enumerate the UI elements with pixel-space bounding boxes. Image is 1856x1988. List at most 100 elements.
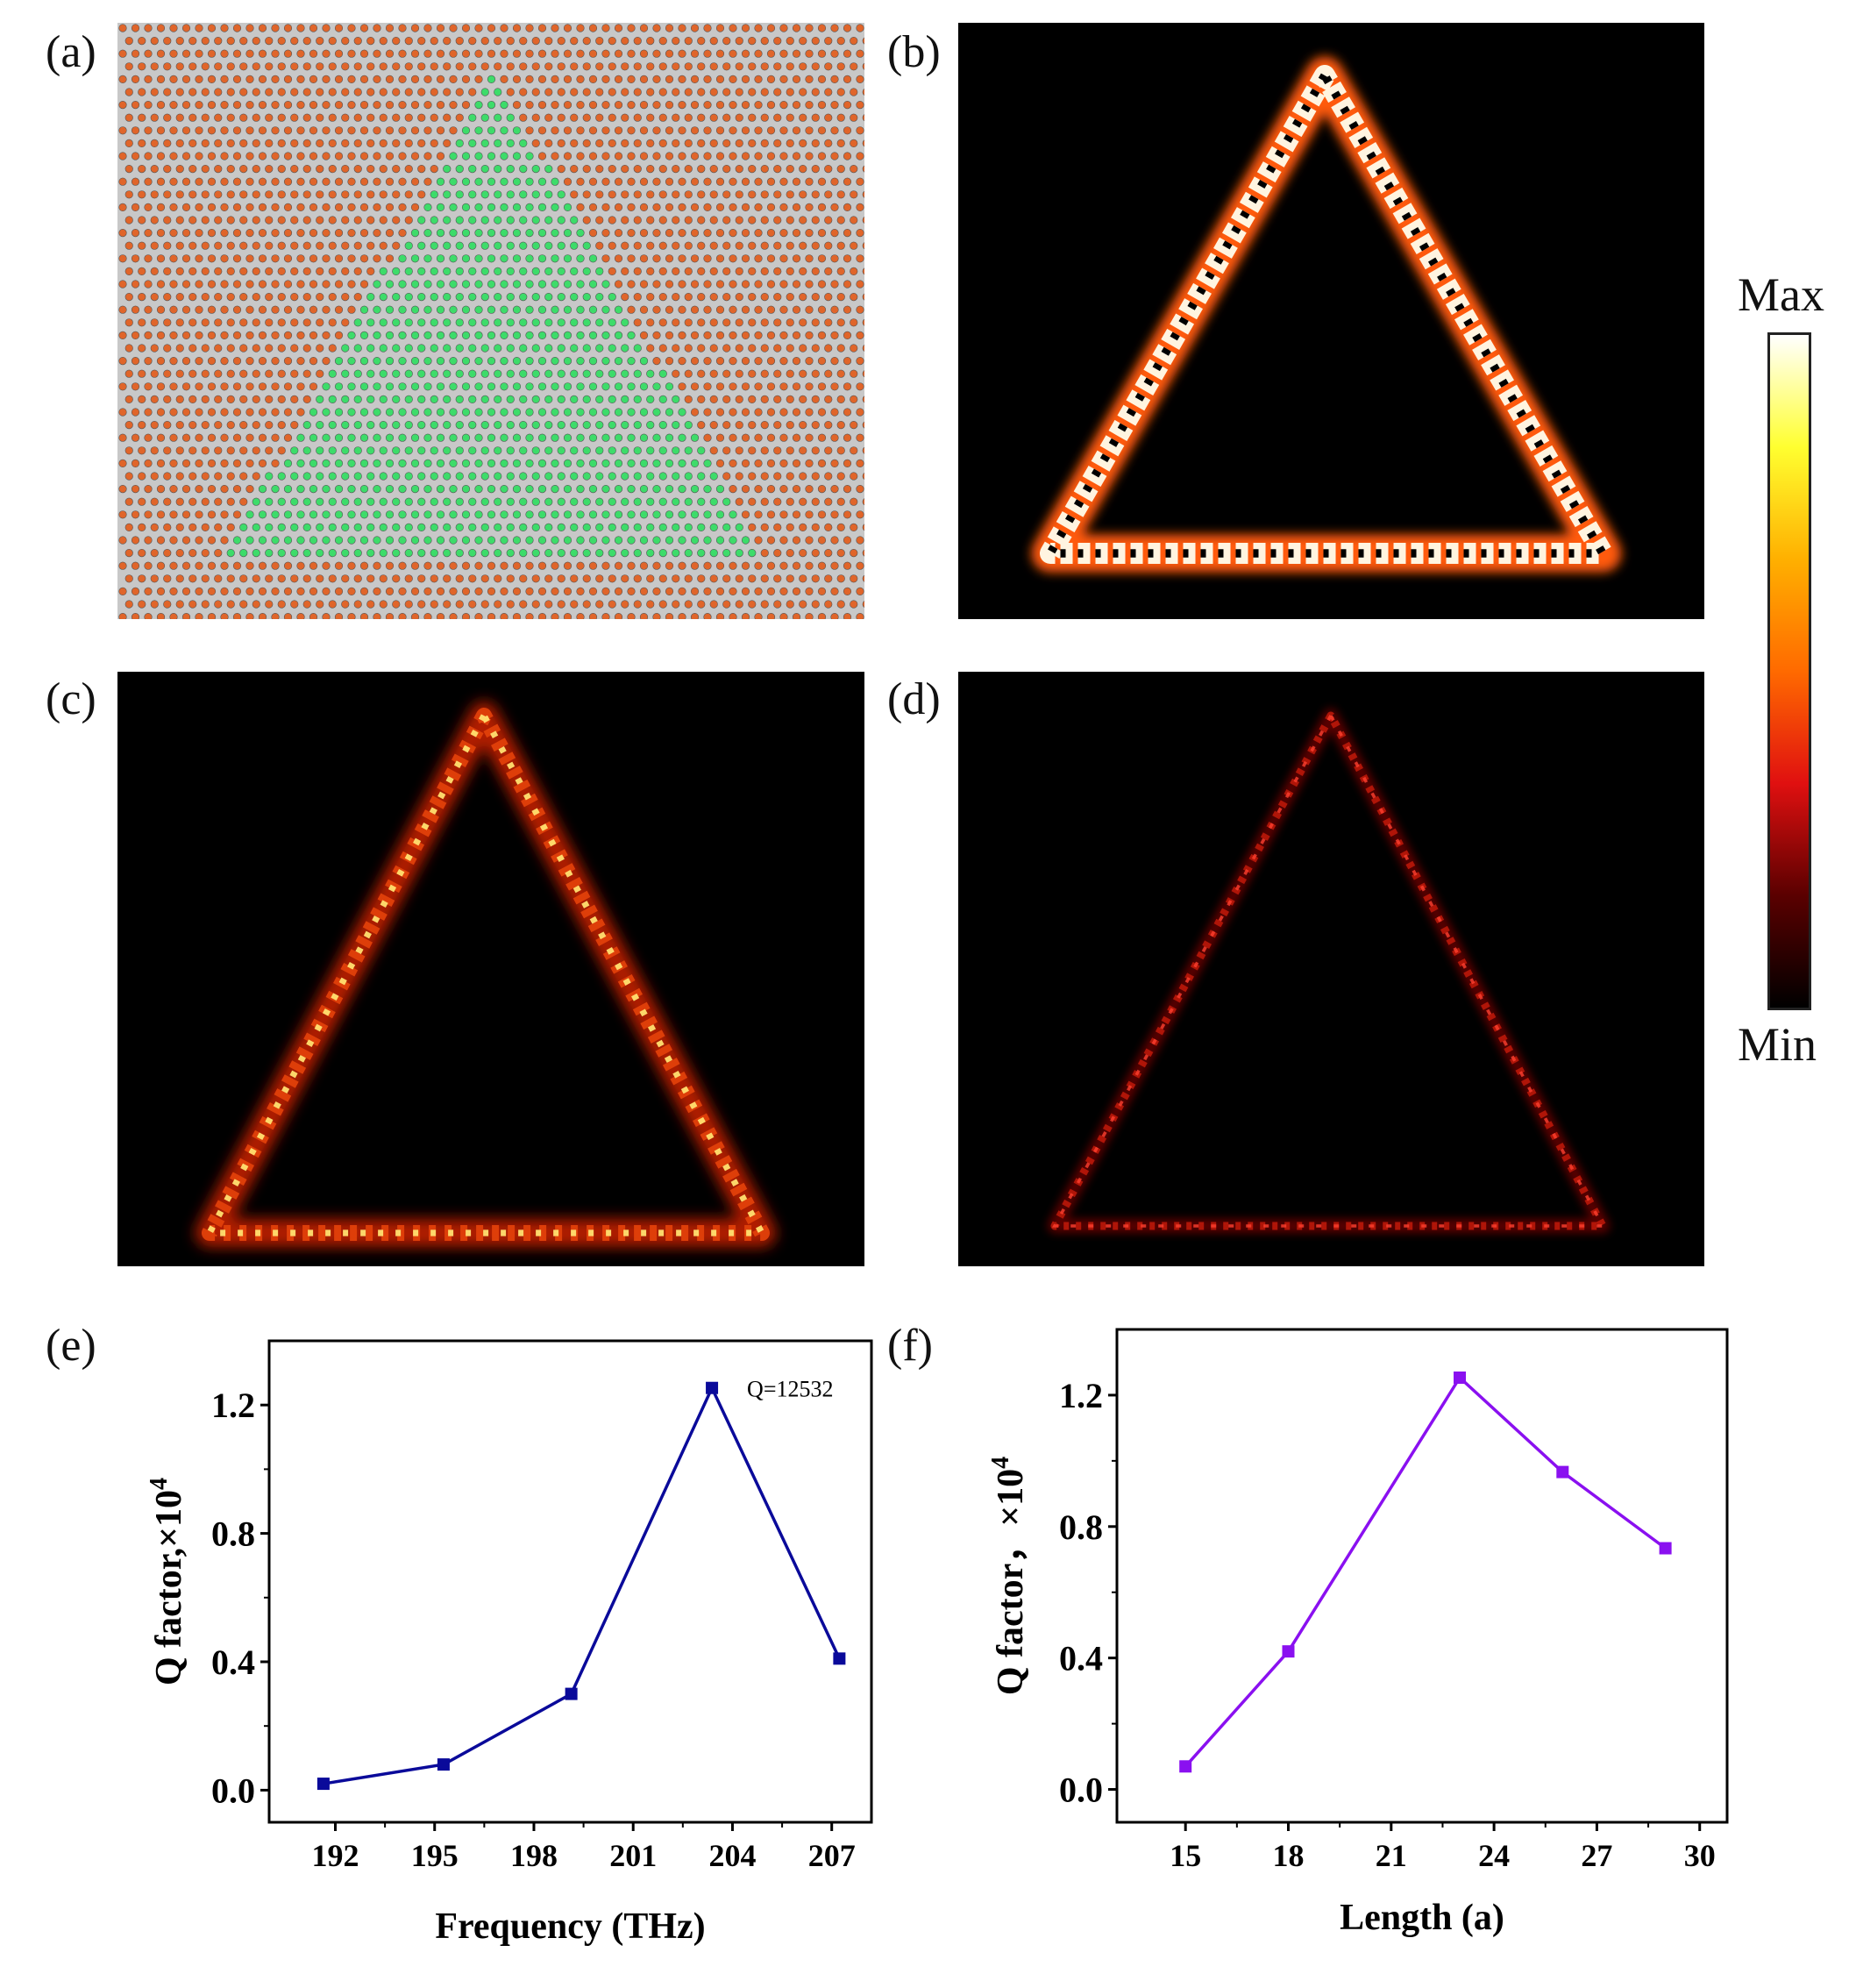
inner-rod xyxy=(633,497,642,506)
outer-rod xyxy=(690,75,700,84)
outer-rod xyxy=(773,88,782,96)
inner-rod xyxy=(678,484,686,494)
outer-rod xyxy=(347,126,356,135)
outer-rod xyxy=(601,229,610,238)
outer-rod xyxy=(455,600,464,609)
outer-rod xyxy=(245,229,254,238)
outer-rod xyxy=(639,254,649,263)
outer-rod xyxy=(436,152,445,160)
outer-rod xyxy=(735,446,743,455)
inner-rod xyxy=(678,408,686,417)
outer-rod xyxy=(316,318,324,327)
outer-rod xyxy=(544,600,553,609)
outer-rod xyxy=(232,587,242,596)
outer-rod xyxy=(576,126,585,135)
outer-rod xyxy=(672,216,680,224)
inner-rod xyxy=(557,344,565,353)
outer-rod xyxy=(672,190,680,199)
inner-rod xyxy=(468,472,477,481)
outer-rod xyxy=(862,370,864,378)
inner-rod xyxy=(494,267,502,276)
outer-rod xyxy=(226,62,235,71)
inner-rod xyxy=(226,548,235,558)
outer-rod xyxy=(715,177,725,186)
outer-rod xyxy=(144,126,153,135)
inner-rod xyxy=(410,357,420,366)
inner-rod xyxy=(392,472,401,481)
inner-rod xyxy=(678,536,686,545)
inner-rod xyxy=(748,548,757,558)
inner-rod xyxy=(252,548,260,558)
inner-rod xyxy=(430,523,438,532)
outer-rod xyxy=(830,382,839,391)
outer-rod xyxy=(150,369,159,378)
inner-rod xyxy=(474,280,483,289)
outer-rod xyxy=(124,523,133,532)
outer-rod xyxy=(748,293,757,302)
inner-rod xyxy=(608,548,616,558)
inner-rod xyxy=(639,484,649,494)
outer-rod xyxy=(760,421,769,430)
outer-rod xyxy=(347,561,356,570)
inner-rod xyxy=(525,357,534,366)
inner-rod xyxy=(423,408,432,417)
inner-rod xyxy=(551,510,559,519)
outer-rod xyxy=(226,344,235,353)
outer-rod xyxy=(690,357,700,366)
outer-rod xyxy=(214,574,223,583)
outer-rod xyxy=(817,152,827,160)
outer-rod xyxy=(201,318,210,327)
outer-rod xyxy=(570,139,579,147)
outer-rod xyxy=(843,280,852,289)
inner-rod xyxy=(417,523,426,532)
inner-rod xyxy=(506,472,515,481)
inner-rod xyxy=(506,344,515,353)
inner-rod xyxy=(392,497,401,506)
outer-rod xyxy=(684,344,693,353)
outer-rod xyxy=(715,331,725,340)
outer-rod xyxy=(232,331,242,340)
outer-rod xyxy=(252,472,260,481)
outer-rod xyxy=(811,369,820,378)
outer-rod xyxy=(195,254,203,263)
outer-rod xyxy=(760,574,769,583)
inner-rod xyxy=(544,267,553,276)
outer-rod xyxy=(639,280,649,289)
inner-rod xyxy=(474,484,483,494)
outer-rod xyxy=(449,587,458,596)
outer-rod xyxy=(468,88,477,96)
outer-rod xyxy=(188,497,197,506)
outer-rod xyxy=(124,241,133,250)
outer-rod xyxy=(322,203,331,211)
outer-rod xyxy=(544,62,553,71)
inner-rod xyxy=(601,280,610,289)
inner-rod xyxy=(506,139,515,147)
inner-rod xyxy=(468,139,477,147)
inner-rod xyxy=(506,523,515,532)
outer-rod xyxy=(836,344,845,353)
outer-rod xyxy=(557,36,565,46)
outer-rod xyxy=(748,497,757,506)
outer-rod xyxy=(449,100,458,110)
inner-rod xyxy=(570,395,579,404)
inner-rod xyxy=(423,510,432,519)
outer-rod xyxy=(799,318,807,327)
inner-rod xyxy=(658,395,667,404)
inner-rod xyxy=(480,88,489,96)
outer-rod xyxy=(296,613,305,619)
inner-rod xyxy=(410,280,420,289)
outer-rod xyxy=(271,254,280,263)
outer-rod xyxy=(551,24,559,32)
inner-rod xyxy=(410,305,420,314)
inner-rod xyxy=(627,536,636,545)
outer-rod xyxy=(850,497,858,506)
outer-rod xyxy=(404,88,413,96)
outer-rod xyxy=(850,600,858,609)
outer-rod xyxy=(220,280,229,289)
outer-rod xyxy=(188,523,197,532)
outer-rod xyxy=(277,267,286,276)
outer-rod xyxy=(195,484,203,494)
outer-rod xyxy=(563,49,572,58)
outer-rod xyxy=(614,152,623,160)
outer-rod xyxy=(754,254,763,263)
